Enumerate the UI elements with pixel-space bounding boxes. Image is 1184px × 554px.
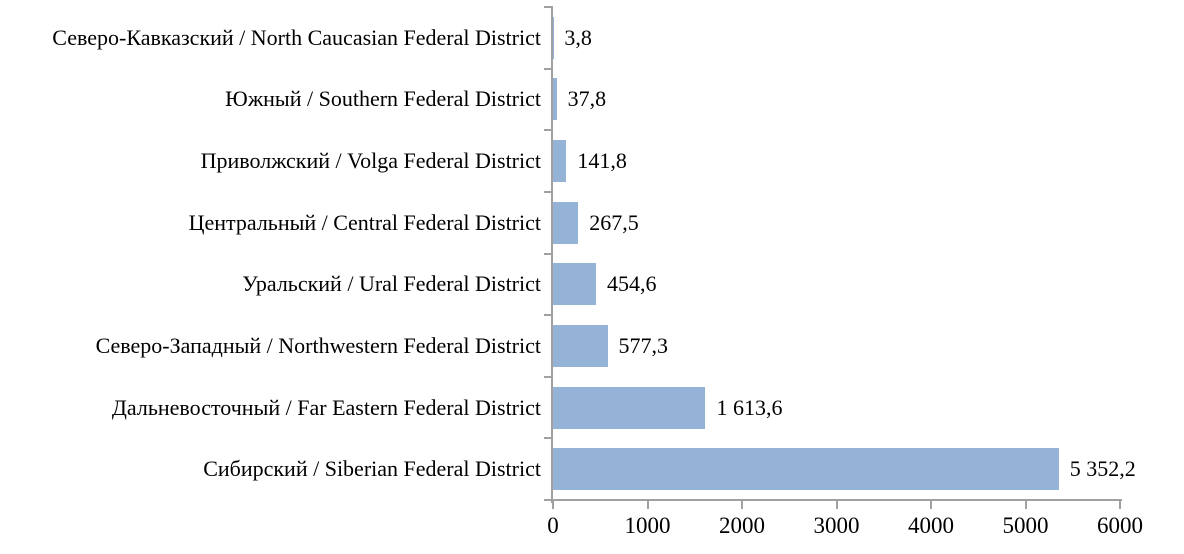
x-axis-tick-label: 5000 xyxy=(1002,513,1049,538)
y-axis-tick xyxy=(544,6,553,8)
x-axis-tick-label: 4000 xyxy=(908,513,954,538)
x-axis-tick xyxy=(741,500,743,509)
category-label: Дальневосточный / Far Eastern Federal Di… xyxy=(111,394,541,420)
y-axis-tick xyxy=(544,67,553,70)
value-label: 577,3 xyxy=(618,332,669,358)
x-axis-tick-label: 3000 xyxy=(813,513,860,538)
bar xyxy=(553,263,596,306)
y-axis-tick xyxy=(544,190,553,193)
category-label: Уральский / Ural Federal District xyxy=(242,271,541,297)
category-label: Северо-Кавказский / North Caucasian Fede… xyxy=(52,24,541,50)
value-label: 3,8 xyxy=(564,24,592,50)
x-axis-tick xyxy=(552,500,554,509)
category-label: Центральный / Central Federal District xyxy=(188,209,541,235)
bar xyxy=(553,140,567,183)
value-label: 267,5 xyxy=(589,209,639,235)
x-axis-tick xyxy=(646,500,649,509)
category-label: Северо-Западный / Northwestern Federal D… xyxy=(95,332,541,358)
y-axis-tick xyxy=(544,437,553,440)
x-axis-tick-label: 0 xyxy=(547,513,559,538)
y-axis-tick xyxy=(544,314,553,317)
x-axis-tick xyxy=(1024,500,1027,509)
category-label: Южный / Southern Federal District xyxy=(225,86,541,112)
x-axis-tick-label: 1000 xyxy=(624,513,671,538)
x-axis-tick-label: 6000 xyxy=(1097,513,1143,538)
bar xyxy=(553,78,557,121)
x-axis-tick xyxy=(1119,500,1121,509)
value-label: 454,6 xyxy=(606,271,657,297)
value-label: 5 352,2 xyxy=(1069,456,1136,482)
category-label: Сибирский / Siberian Federal District xyxy=(203,456,541,482)
x-axis-tick-label: 2000 xyxy=(719,513,765,538)
value-label: 37,8 xyxy=(567,86,607,112)
y-axis-tick xyxy=(544,375,553,378)
y-axis-tick xyxy=(544,252,553,255)
bar xyxy=(553,386,706,429)
x-axis-line xyxy=(544,499,1122,501)
y-axis-tick xyxy=(544,129,553,132)
value-label: 141,8 xyxy=(577,148,627,174)
x-axis-tick xyxy=(930,500,932,509)
bar xyxy=(553,448,1059,491)
category-label: Приволжский / Volga Federal District xyxy=(200,148,541,174)
bar xyxy=(553,201,579,244)
y-axis-line xyxy=(551,7,553,503)
value-label: 1 613,6 xyxy=(716,394,783,420)
x-axis-tick xyxy=(835,500,838,509)
bar xyxy=(553,324,608,367)
